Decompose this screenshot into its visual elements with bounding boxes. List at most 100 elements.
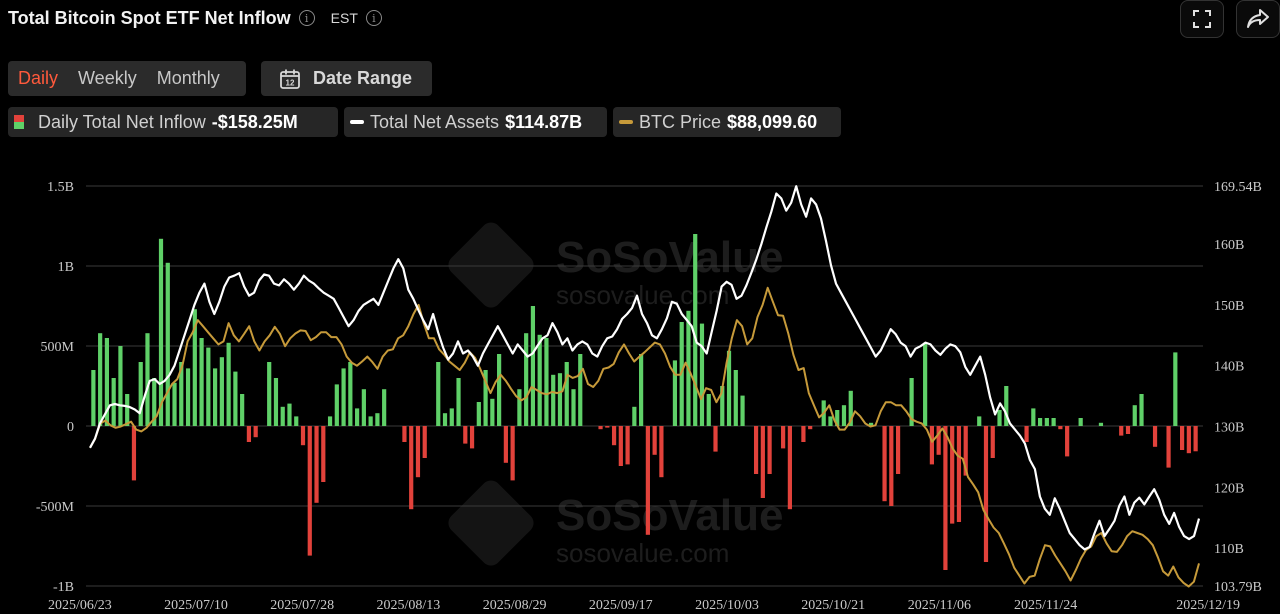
inflow-bar[interactable] [963, 426, 968, 476]
inflow-bar[interactable] [334, 384, 339, 426]
inflow-bar[interactable] [469, 426, 475, 449]
inflow-bar[interactable] [950, 426, 955, 524]
inflow-bar[interactable] [402, 426, 407, 442]
inflow-bar[interactable] [524, 333, 529, 426]
inflow-bar[interactable] [1186, 426, 1191, 454]
inflow-bar[interactable] [240, 394, 245, 426]
inflow-bar[interactable] [131, 426, 137, 481]
inflow-bar[interactable] [726, 350, 732, 426]
inflow-bar[interactable] [294, 416, 299, 426]
inflow-bar[interactable] [1004, 386, 1009, 426]
inflow-bar[interactable] [145, 333, 150, 426]
inflow-bar[interactable] [125, 394, 130, 426]
inflow-bar[interactable] [497, 354, 502, 426]
inflow-bar[interactable] [510, 426, 515, 481]
total-net-assets-line[interactable] [89, 185, 1201, 551]
inflow-bar[interactable] [801, 426, 806, 442]
inflow-bar[interactable] [327, 416, 333, 426]
inflow-bar[interactable] [1139, 394, 1144, 426]
inflow-bar[interactable] [355, 408, 360, 426]
inflow-bar[interactable] [422, 426, 427, 458]
inflow-bar[interactable] [977, 416, 982, 426]
inflow-bar[interactable] [1152, 426, 1158, 447]
inflow-bar[interactable] [1065, 426, 1070, 457]
inflow-bar[interactable] [760, 426, 765, 498]
inflow-bar[interactable] [1173, 352, 1178, 426]
inflow-bar[interactable] [476, 402, 481, 426]
inflow-bar[interactable] [936, 426, 941, 455]
info-icon[interactable]: i [298, 10, 315, 26]
inflow-bar[interactable] [618, 426, 623, 466]
inflow-bar[interactable] [835, 410, 840, 426]
inflow-bar[interactable] [436, 362, 441, 426]
inflow-bar[interactable] [564, 362, 569, 426]
inflow-bar[interactable] [158, 238, 164, 426]
inflow-bar[interactable] [104, 338, 110, 426]
inflow-bar[interactable] [192, 309, 197, 426]
inflow-bar[interactable] [233, 371, 238, 426]
inflow-bar[interactable] [118, 346, 123, 426]
inflow-bar[interactable] [537, 334, 542, 426]
inflow-bar[interactable] [314, 426, 319, 503]
inflow-bar[interactable] [1051, 418, 1056, 426]
inflow-bar[interactable] [490, 398, 495, 426]
inflow-bar[interactable] [409, 426, 414, 510]
inflow-bar[interactable] [206, 347, 211, 426]
btc-price-line[interactable] [89, 286, 1200, 588]
inflow-bar[interactable] [185, 368, 191, 426]
inflow-bar[interactable] [368, 416, 373, 426]
tab-weekly[interactable]: Weekly [78, 68, 137, 88]
inflow-bar[interactable] [1179, 426, 1185, 450]
inflow-bar[interactable] [693, 234, 698, 426]
inflow-bar[interactable] [672, 360, 678, 426]
inflow-bar[interactable] [652, 426, 657, 455]
inflow-bar[interactable] [990, 426, 995, 458]
inflow-bar[interactable] [611, 426, 617, 446]
inflow-bar[interactable] [517, 389, 522, 426]
inflow-bar[interactable] [929, 426, 934, 465]
inflow-bar[interactable] [1125, 426, 1131, 434]
share-button[interactable] [1236, 0, 1280, 38]
inflow-bar[interactable] [639, 354, 644, 426]
inflow-bar[interactable] [983, 426, 989, 562]
inflow-bar[interactable] [1132, 405, 1137, 426]
inflow-bar[interactable] [98, 333, 103, 426]
inflow-bar[interactable] [645, 426, 650, 535]
inflow-bar[interactable] [1058, 426, 1063, 430]
inflow-bar[interactable] [943, 426, 948, 570]
inflow-bar[interactable] [530, 306, 536, 426]
inflow-bar[interactable] [882, 426, 887, 502]
inflow-bar[interactable] [605, 426, 610, 428]
inflow-bar[interactable] [997, 410, 1002, 426]
inflow-bar[interactable] [253, 426, 258, 438]
inflow-bar[interactable] [909, 378, 914, 426]
inflow-bar[interactable] [463, 426, 468, 444]
inflow-bar[interactable] [787, 426, 792, 510]
inflow-bar[interactable] [895, 426, 901, 474]
inflow-bar[interactable] [213, 368, 218, 426]
inflow-bar[interactable] [1037, 418, 1043, 426]
inflow-bar[interactable] [456, 378, 461, 426]
inflow-bar[interactable] [415, 426, 421, 478]
inflow-bar[interactable] [138, 362, 143, 426]
inflow-bar[interactable] [781, 426, 786, 449]
timezone-info-icon[interactable]: i [365, 10, 382, 26]
inflow-bar[interactable] [219, 357, 224, 426]
inflow-bar[interactable] [733, 370, 738, 426]
inflow-bar[interactable] [483, 370, 488, 426]
inflow-bar[interactable] [659, 426, 664, 478]
inflow-bar[interactable] [625, 426, 630, 465]
inflow-bar[interactable] [706, 394, 711, 426]
inflow-bar[interactable] [503, 426, 508, 463]
inflow-bar[interactable] [267, 362, 272, 426]
inflow-bar[interactable] [341, 368, 346, 426]
inflow-bar[interactable] [699, 323, 705, 426]
inflow-bar[interactable] [1078, 418, 1083, 426]
inflow-bar[interactable] [1166, 426, 1171, 468]
inflow-bar[interactable] [273, 378, 279, 426]
inflow-bar[interactable] [449, 408, 454, 426]
inflow-bar[interactable] [442, 413, 448, 426]
inflow-bar[interactable] [767, 426, 772, 474]
inflow-bar[interactable] [165, 262, 170, 426]
inflow-bar[interactable] [1031, 408, 1036, 426]
